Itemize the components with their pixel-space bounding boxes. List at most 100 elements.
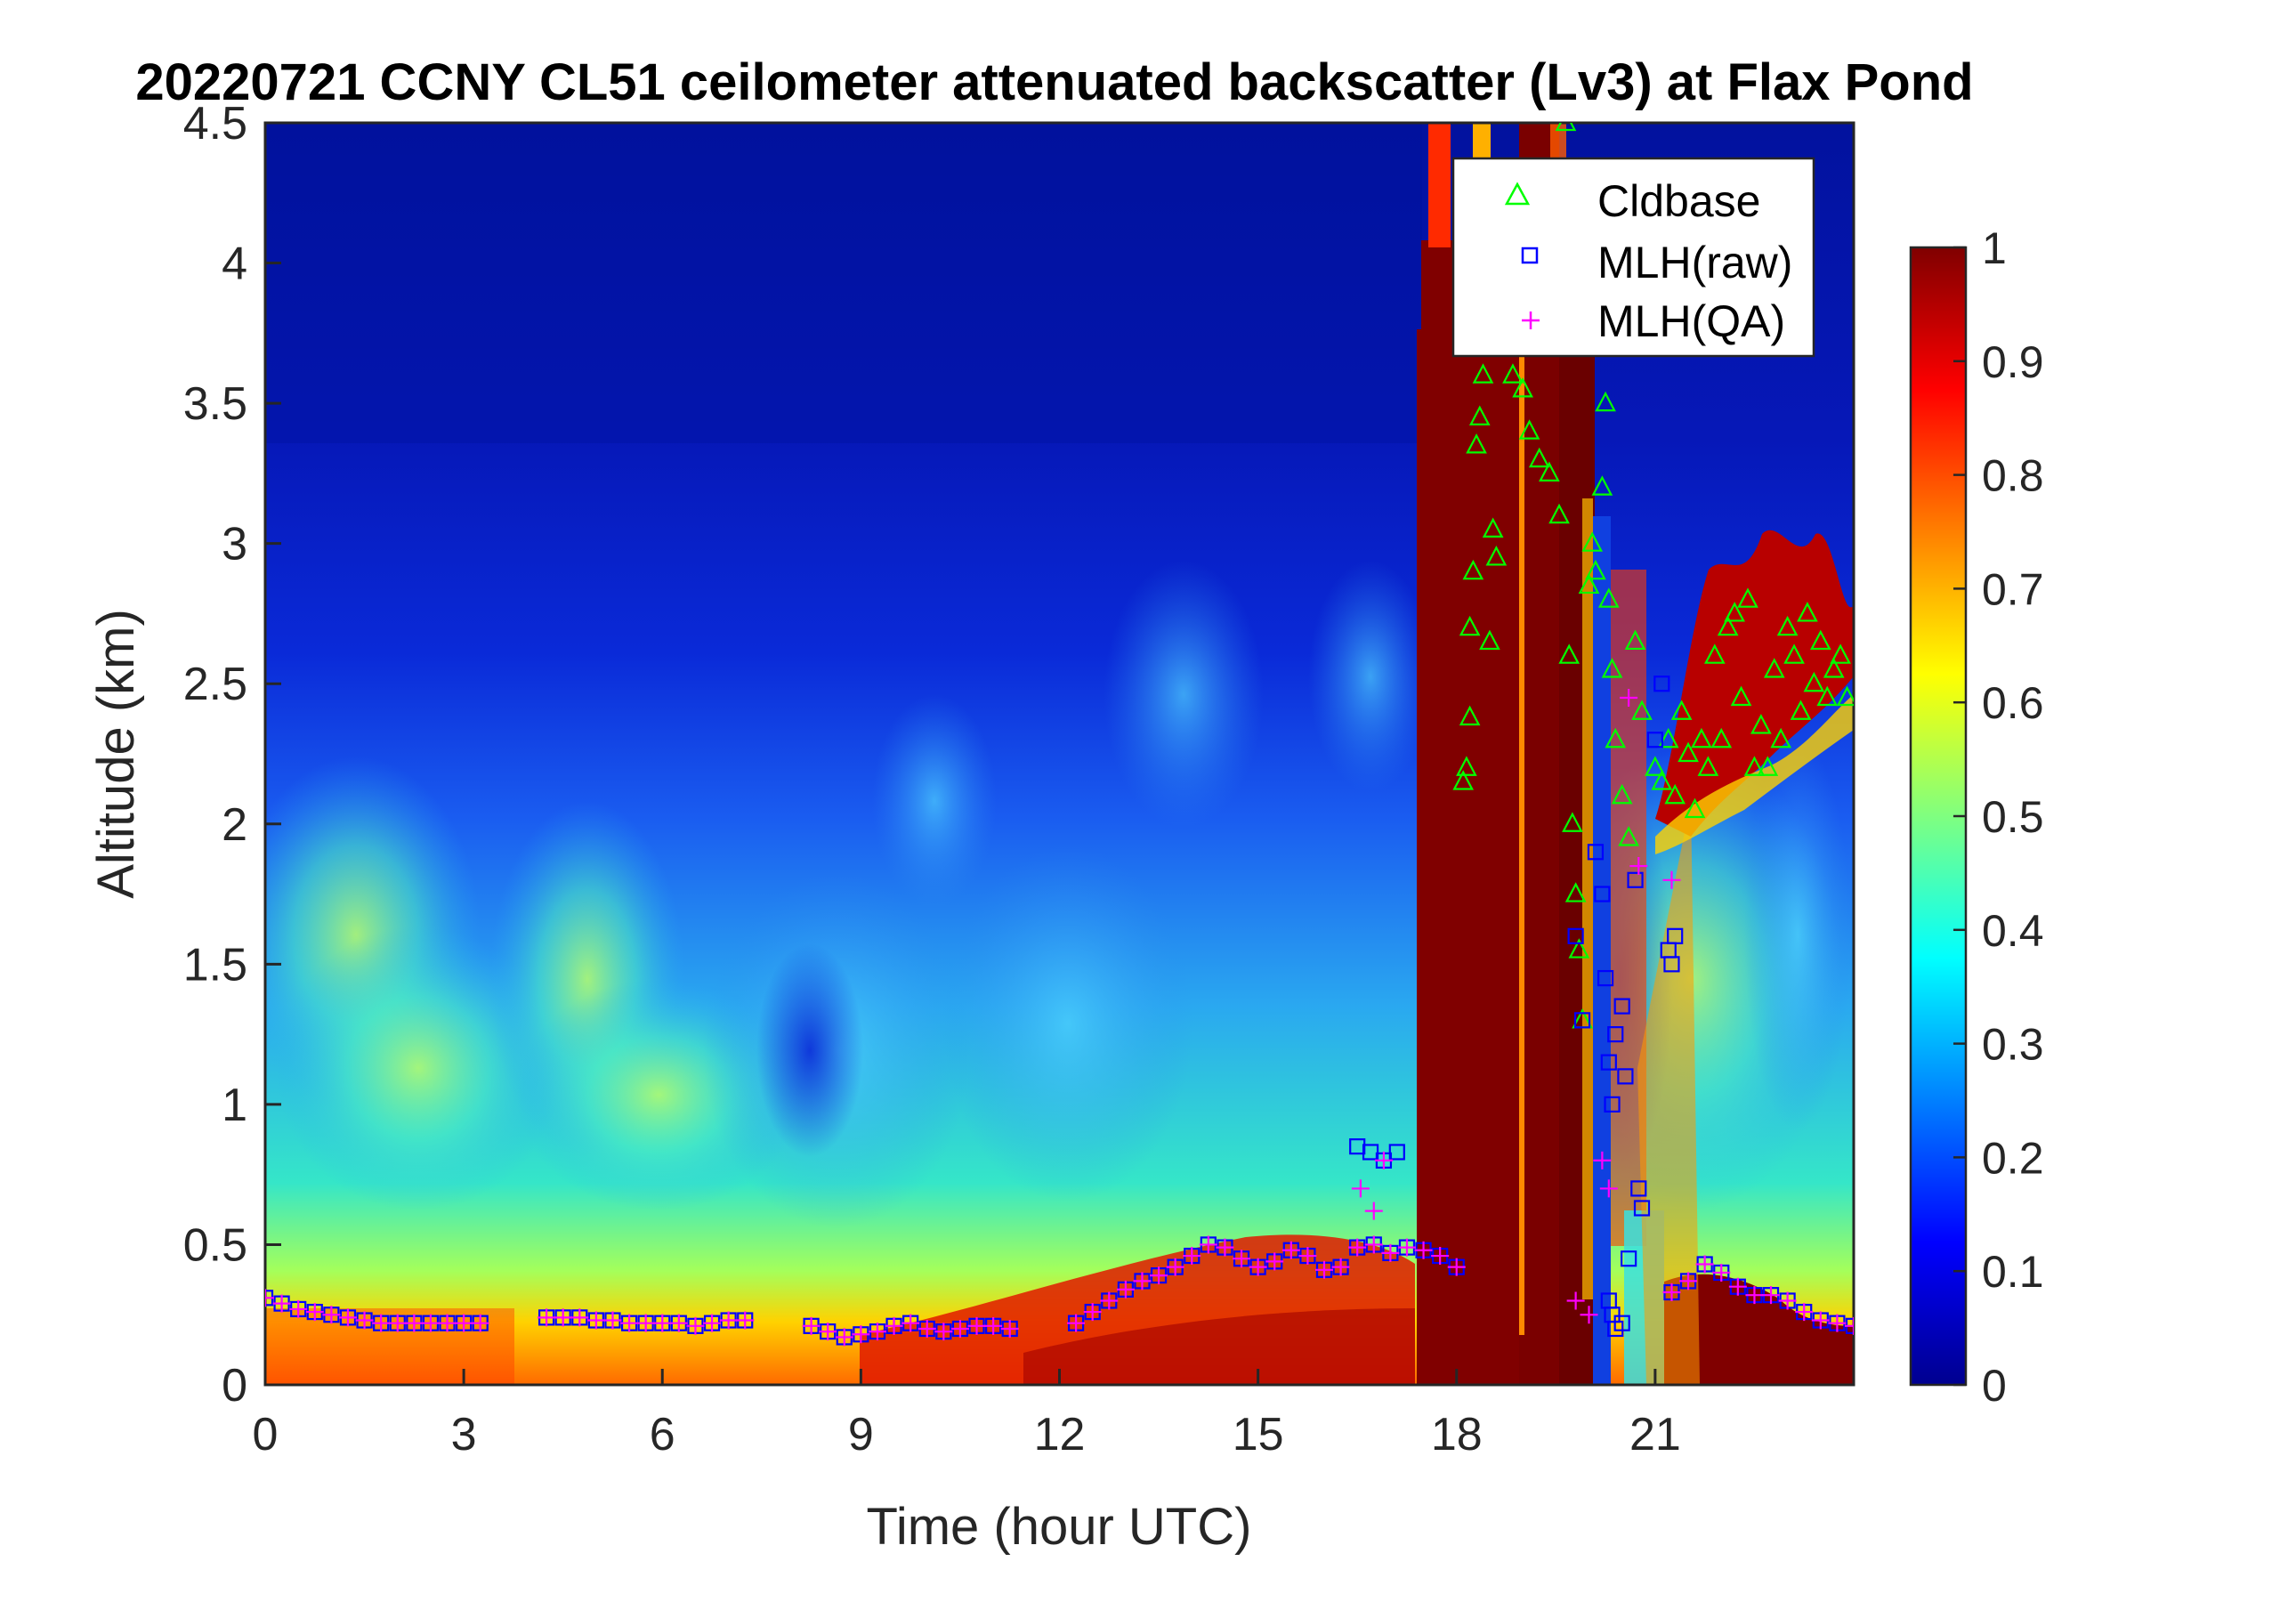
mlh-qa-point [885,1316,903,1335]
mlh-raw-point [1613,998,1630,1015]
y-tick-label: 0.5 [183,1219,247,1271]
series-cldbase [1452,123,1854,1029]
mlh-qa-point [1150,1266,1168,1285]
cldbase-point [1512,376,1533,398]
mlh-qa-point [1762,1286,1781,1305]
x-tick-label: 18 [1431,1409,1483,1460]
cldbase-point [1790,700,1812,720]
y-tick-label: 2.5 [183,659,247,710]
y-tick-label: 1 [222,1080,247,1131]
mlh-raw-point [1617,1068,1634,1085]
mlh-qa-point [1712,1263,1731,1282]
colorbar-tick-label: 0.5 [1982,792,2044,842]
cldbase-point [1737,587,1758,608]
cldbase-point [1555,123,1577,132]
mlh-qa-point [570,1308,589,1327]
mlh-qa-point [620,1314,639,1332]
mlh-qa-point [1431,1247,1450,1266]
cldbase-point [1763,658,1785,678]
cldbase-point [1730,685,1752,707]
x-tick-label: 21 [1629,1409,1681,1460]
y-axis-ticks: 0 0.5 1 1.5 2 2.5 3 3.5 4 4.5 [183,98,281,1412]
mlh-qa-point [1183,1247,1201,1266]
cldbase-point [1684,797,1706,819]
legend-entry-cldbase: Cldbase [1504,176,1760,226]
colorbar-tick-label: 0.2 [1982,1133,2044,1183]
colorbar-tick-label: 0 [1982,1361,2007,1411]
mlh-qa-point [901,1314,920,1332]
cldbase-point [1631,700,1653,720]
mlh-qa-point [1414,1241,1433,1259]
legend-triangle-icon [1504,182,1531,206]
mlh-qa-point [455,1314,473,1332]
mlh-qa-point [1067,1314,1086,1332]
cldbase-point [1743,756,1766,776]
cldbase-point [1581,531,1604,552]
y-tick-label: 2 [222,799,247,851]
mlh-qa-point [1364,1202,1383,1220]
colorbar-tick-label: 0.7 [1982,564,2044,614]
cldbase-point [1479,629,1500,651]
mlh-raw-point [1630,1180,1647,1197]
colorbar-tick-label: 0.4 [1982,906,2044,956]
mlh-qa-point [1351,1179,1370,1198]
legend-square-icon [1521,247,1539,264]
cldbase-point [1776,615,1799,636]
mlh-qa-point [1083,1303,1102,1322]
mlh-qa-point [1298,1247,1317,1266]
cldbase-point [1468,405,1491,425]
mlh-qa-point [1620,688,1638,707]
cldbase-point [1585,559,1606,580]
mlh-qa-point [586,1311,605,1330]
cldbase-point [1591,475,1613,496]
mlh-qa-point [355,1311,374,1330]
mlh-qa-point [1447,1258,1466,1276]
legend: Cldbase MLH(raw) MLH(QA) [1451,157,1815,358]
cldbase-point [1797,602,1818,622]
mlh-qa-point [1116,1280,1135,1299]
cldbase-point [1548,503,1570,524]
mlh-qa-point [918,1319,936,1338]
mlh-qa-point [1845,1316,1854,1335]
mlh-raw-point [1597,969,1614,987]
mlh-raw-point [1362,1144,1379,1161]
mlh-qa-point [1199,1235,1217,1254]
x-axis-ticks: 0 3 6 9 12 15 18 21 [253,1369,1681,1460]
mlh-qa-point [1679,1272,1698,1290]
mlh-qa-point [835,1328,853,1347]
colorbar-tick-label: 0.9 [1982,337,2044,387]
mlh-qa-point [669,1314,688,1332]
mlh-raw-point [1633,1200,1651,1217]
x-tick-label: 0 [253,1409,279,1460]
mlh-qa-point [1745,1286,1764,1305]
mlh-qa-point [1811,1311,1830,1330]
x-tick-label: 15 [1233,1409,1284,1460]
mlh-raw-point [1646,732,1663,748]
cldbase-point [1809,629,1831,651]
mlh-qa-point [719,1311,738,1330]
mlh-qa-point [1100,1291,1119,1310]
mlh-raw-point [1604,1096,1621,1112]
mlh-qa-point [1662,870,1681,889]
mlh-raw-point [1653,676,1670,692]
cldbase-point [1466,433,1487,454]
mlh-qa-point [1828,1314,1847,1332]
colorbar-tick-label: 0.1 [1982,1247,2044,1297]
cldbase-point [1459,615,1481,636]
mlh-qa-point [1662,1283,1681,1302]
mlh-qa-point [272,1294,291,1313]
mlh-qa-point [1364,1235,1383,1254]
mlh-qa-point [388,1314,407,1332]
mlh-raw-point [1613,1315,1630,1331]
mlh-qa-point [1166,1258,1184,1276]
mlh-raw-point [1663,956,1680,973]
cldbase-point [1601,658,1623,678]
legend-label-mlh-raw: MLH(raw) [1597,238,1792,287]
mlh-qa-point [554,1308,572,1327]
mlh-qa-point [736,1311,755,1330]
legend-plus-icon [1522,312,1540,329]
mlh-qa-point [1331,1258,1350,1276]
mlh-qa-point [686,1316,705,1335]
cldbase-point [1670,700,1693,720]
